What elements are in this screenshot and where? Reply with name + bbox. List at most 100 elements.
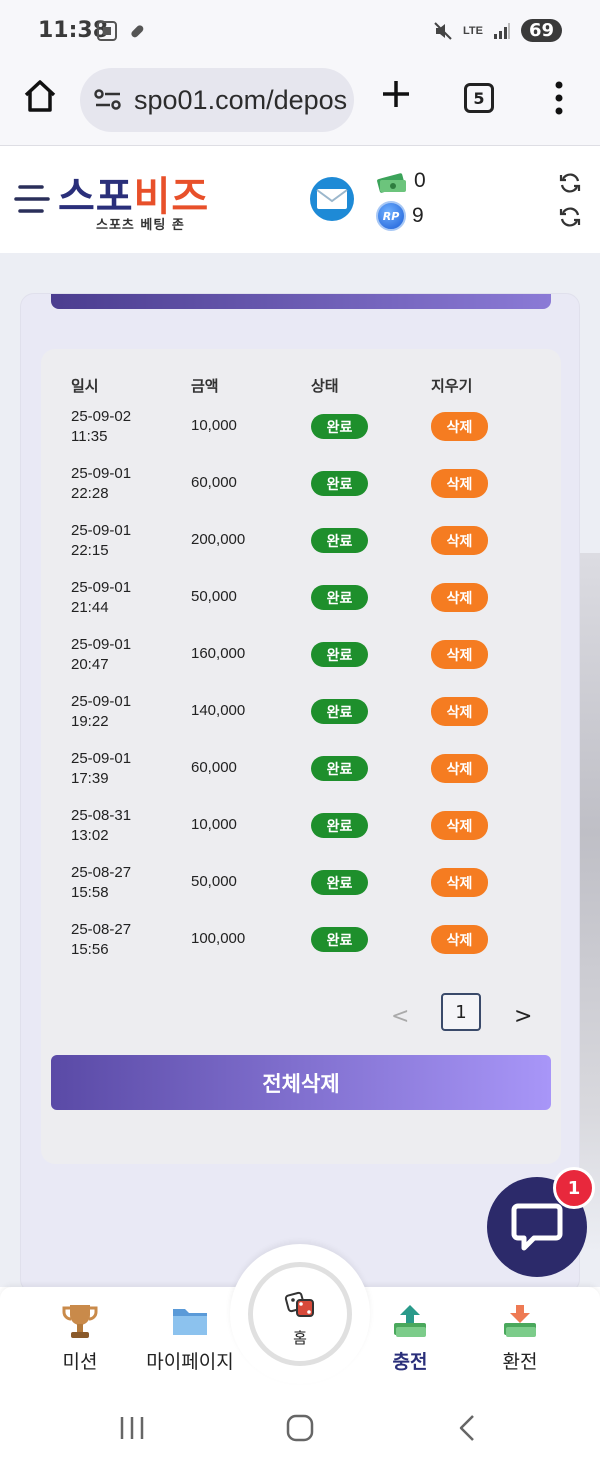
- pagination-current-page[interactable]: 1: [441, 993, 481, 1031]
- table-row: 25-08-27 15:58 50,000 완료 삭제: [41, 863, 561, 919]
- tab-switcher-button[interactable]: 5: [464, 83, 494, 113]
- chat-notification-badge: 1: [553, 1167, 595, 1209]
- row-datetime: 25-08-31 13:02: [71, 806, 131, 846]
- delete-button[interactable]: 삭제: [431, 640, 488, 669]
- column-header-date: 일시: [71, 377, 99, 395]
- table-row: 25-08-27 15:56 100,000 완료 삭제: [41, 920, 561, 976]
- pagination-prev-button[interactable]: <: [391, 1004, 410, 1029]
- recent-apps-icon[interactable]: [118, 1415, 146, 1441]
- background-decoration: [578, 553, 600, 1253]
- status-badge: 완료: [311, 813, 368, 838]
- row-amount: 140,000: [191, 702, 246, 719]
- column-header-status: 상태: [311, 377, 339, 395]
- site-settings-icon[interactable]: [94, 88, 122, 112]
- row-date: 25-09-02: [71, 408, 132, 425]
- delete-button[interactable]: 삭제: [431, 754, 488, 783]
- delete-button[interactable]: 삭제: [431, 697, 488, 726]
- site-logo[interactable]: 스포비즈: [58, 164, 209, 222]
- home-icon[interactable]: [22, 78, 58, 114]
- logo-part-2: 비즈: [133, 174, 210, 220]
- status-badge: 완료: [311, 756, 368, 781]
- signal-icon: [493, 22, 510, 39]
- table-row: 25-09-01 21:44 50,000 완료 삭제: [41, 578, 561, 634]
- row-time: 15:56: [71, 941, 109, 958]
- status-bar: 11:38 LTE 69: [0, 0, 600, 62]
- site-header: 스포비즈 스포츠 베팅 존: [0, 147, 600, 253]
- row-date: 25-09-01: [71, 750, 132, 767]
- withdraw-icon: [504, 1305, 536, 1337]
- row-datetime: 25-09-02 11:35: [71, 407, 131, 447]
- row-date: 25-09-01: [71, 693, 132, 710]
- delete-all-button[interactable]: 전체삭제: [51, 1055, 551, 1110]
- nav-label-withdraw: 환전: [502, 1351, 538, 1373]
- new-tab-icon[interactable]: [380, 78, 412, 110]
- system-navigation-bar: [0, 1387, 600, 1467]
- row-time: 11:35: [71, 428, 108, 445]
- refresh-points-icon[interactable]: [558, 205, 582, 229]
- folder-icon: [173, 1309, 207, 1335]
- row-date: 25-09-01: [71, 636, 132, 653]
- delete-button[interactable]: 삭제: [431, 811, 488, 840]
- nav-item-mypage[interactable]: 마이페이지: [135, 1287, 245, 1387]
- row-datetime: 25-08-27 15:58: [71, 863, 131, 903]
- money-value: 0: [414, 169, 426, 192]
- points-balance: RP 9: [376, 201, 424, 231]
- chat-bubble-icon: [511, 1203, 563, 1251]
- delete-button[interactable]: 삭제: [431, 526, 488, 555]
- row-datetime: 25-09-01 22:15: [71, 521, 131, 561]
- row-time: 22:15: [71, 542, 109, 559]
- status-time: 11:38: [38, 18, 109, 43]
- url-text: spo01.com/depos: [134, 84, 348, 115]
- status-right-icons: LTE 69: [433, 19, 562, 42]
- address-bar[interactable]: spo01.com/depos: [80, 68, 354, 132]
- back-icon[interactable]: [456, 1414, 478, 1442]
- row-time: 17:39: [71, 770, 109, 787]
- column-header-delete: 지우기: [431, 377, 473, 395]
- cash-icon: [377, 173, 406, 193]
- row-amount: 10,000: [191, 417, 237, 434]
- network-type: LTE: [462, 24, 483, 37]
- delete-button[interactable]: 삭제: [431, 469, 488, 498]
- status-badge: 완료: [311, 699, 368, 724]
- nav-item-deposit[interactable]: 충전: [355, 1287, 465, 1387]
- deposit-history-panel: 일시 금액 상태 지우기 25-09-02 11:35 10,000 완료 삭제 …: [20, 293, 580, 1287]
- row-amount: 50,000: [191, 873, 237, 890]
- row-date: 25-08-27: [71, 921, 132, 938]
- table-row: 25-08-31 13:02 10,000 완료 삭제: [41, 806, 561, 862]
- mail-icon[interactable]: [309, 176, 355, 222]
- column-header-amount: 금액: [191, 377, 219, 395]
- delete-button[interactable]: 삭제: [431, 925, 488, 954]
- money-balance: 0: [376, 168, 426, 194]
- row-time: 20:47: [71, 656, 109, 673]
- delete-button[interactable]: 삭제: [431, 412, 488, 441]
- row-date: 25-09-01: [71, 522, 132, 539]
- row-amount: 50,000: [191, 588, 237, 605]
- home-system-icon[interactable]: [285, 1414, 315, 1442]
- trophy-icon: [62, 1305, 98, 1338]
- status-badge: 완료: [311, 870, 368, 895]
- table-row: 25-09-02 11:35 10,000 완료 삭제: [41, 407, 561, 463]
- row-datetime: 25-09-01 20:47: [71, 635, 131, 675]
- deposit-icon: [394, 1305, 426, 1337]
- more-menu-icon[interactable]: [552, 80, 566, 116]
- row-time: 21:44: [71, 599, 109, 616]
- battery-indicator: 69: [520, 19, 562, 42]
- pagination-next-button[interactable]: >: [514, 1004, 533, 1029]
- history-table: 일시 금액 상태 지우기 25-09-02 11:35 10,000 완료 삭제 …: [41, 349, 561, 1164]
- section-header-bar: [51, 294, 551, 309]
- row-datetime: 25-08-27 15:56: [71, 920, 131, 960]
- nav-item-mission[interactable]: 미션: [25, 1287, 135, 1387]
- refresh-money-icon[interactable]: [558, 171, 582, 195]
- row-amount: 60,000: [191, 759, 237, 776]
- delete-button[interactable]: 삭제: [431, 583, 488, 612]
- row-date: 25-08-31: [71, 807, 132, 824]
- status-badge: 완료: [311, 585, 368, 610]
- delete-button[interactable]: 삭제: [431, 868, 488, 897]
- rp-icon: RP: [376, 201, 406, 231]
- nav-item-withdraw[interactable]: 환전: [465, 1287, 575, 1387]
- table-row: 25-09-01 20:47 160,000 완료 삭제: [41, 635, 561, 691]
- row-date: 25-08-27: [71, 864, 132, 881]
- hamburger-menu-icon[interactable]: [14, 183, 50, 215]
- home-button[interactable]: [248, 1262, 352, 1366]
- status-badge: 완료: [311, 414, 368, 439]
